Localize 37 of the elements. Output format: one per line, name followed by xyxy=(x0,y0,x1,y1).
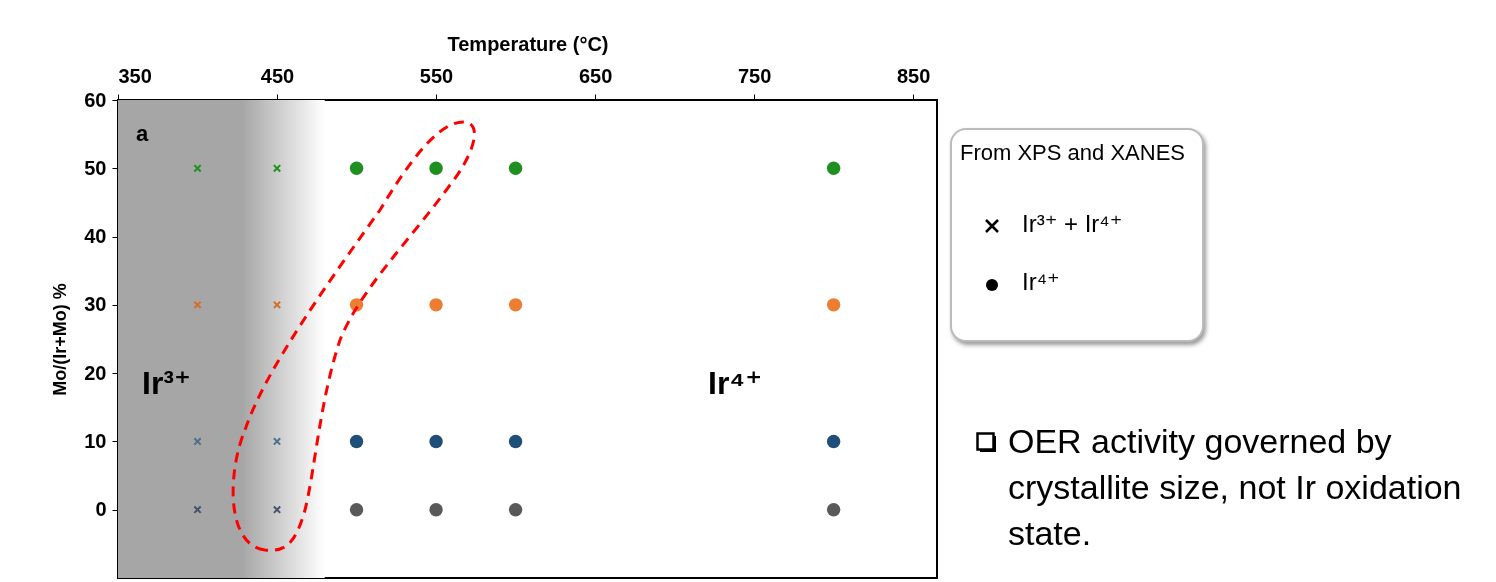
point xyxy=(826,434,841,449)
y-tick-label: 20 xyxy=(84,361,107,384)
y-tick-label: 0 xyxy=(95,498,107,521)
point xyxy=(429,298,443,312)
point xyxy=(349,503,364,517)
point xyxy=(826,298,841,312)
y-tick-label: 10 xyxy=(84,429,107,452)
x-tick-label: 350 xyxy=(118,64,152,87)
annotation: Ir³⁺ xyxy=(142,365,191,401)
annotation: Ir⁴⁺ xyxy=(708,365,763,401)
point xyxy=(508,434,523,449)
y-axis-title: Mo/(Ir+Mo) % xyxy=(50,283,71,396)
point xyxy=(349,434,364,449)
y-tick-label: 30 xyxy=(84,293,107,316)
point xyxy=(429,434,443,449)
point xyxy=(508,298,523,312)
y-tick-label: 40 xyxy=(84,225,107,248)
text: Ir³⁺ + Ir⁴⁺ xyxy=(1022,210,1123,238)
x-tick-label: 750 xyxy=(737,64,772,87)
point xyxy=(272,300,282,310)
annotation: a xyxy=(136,121,149,146)
y-tick-label: 60 xyxy=(84,88,107,111)
point xyxy=(193,505,202,514)
x-tick-label: 850 xyxy=(896,64,931,87)
x-tick-label: 450 xyxy=(260,64,295,87)
x-tick-label: 650 xyxy=(578,64,613,87)
x-tick-label: 550 xyxy=(419,64,454,87)
text: From XPS and XANES xyxy=(960,140,1185,166)
text: OER activity governed by crystallite size, not Ir oxidation state. xyxy=(1008,421,1463,554)
point xyxy=(272,505,282,514)
point xyxy=(193,437,202,446)
y-tick-label: 50 xyxy=(84,156,107,179)
text: Ir⁴⁺ xyxy=(1022,268,1060,296)
point xyxy=(429,503,443,517)
x-axis-title: Temperature (°C) xyxy=(447,32,609,55)
point xyxy=(826,503,841,517)
point xyxy=(508,503,523,517)
